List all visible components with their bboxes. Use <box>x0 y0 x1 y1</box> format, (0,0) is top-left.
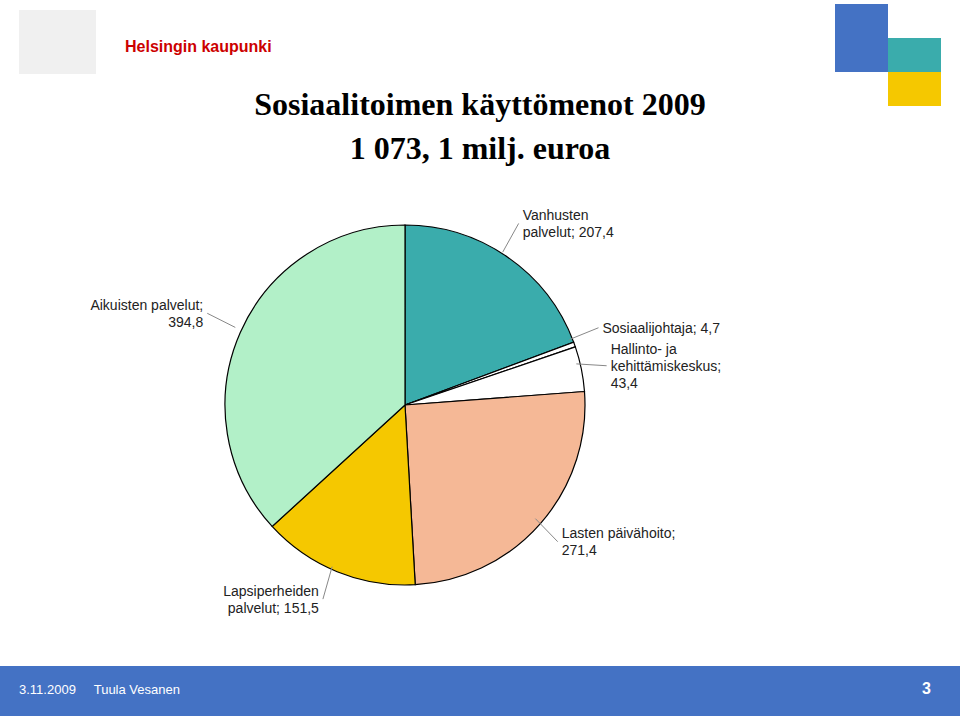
svg-text:Lasten päivähoito;271,4: Lasten päivähoito;271,4 <box>562 525 676 558</box>
html-text:Sosiaalitoimen käyttömenot 200: Sosiaalitoimen käyttömenot 2009 <box>254 86 706 122</box>
html-text:1 073, 1 milj. euroa: 1 073, 1 milj. euroa <box>349 130 611 166</box>
svg-text:Lapsiperheidenpalvelut; 151,5: Lapsiperheidenpalvelut; 151,5 <box>223 583 319 616</box>
html-text:3: 3 <box>922 680 931 697</box>
html-text:Helsingin kaupunki: Helsingin kaupunki <box>125 38 272 55</box>
svg-text:Sosiaalijohtaja; 4,7: Sosiaalijohtaja; 4,7 <box>602 320 720 336</box>
svg-text:Vanhustenpalvelut; 207,4: Vanhustenpalvelut; 207,4 <box>523 207 614 240</box>
svg-text:Hallinto- jakehittämiskeskus;4: Hallinto- jakehittämiskeskus;43,4 <box>611 341 721 391</box>
svg-text:Aikuisten palvelut;394,8: Aikuisten palvelut;394,8 <box>90 297 203 330</box>
html-text:3.11.2009 Tuula Vesanen: 3.11.2009 Tuula Vesanen <box>19 682 180 697</box>
